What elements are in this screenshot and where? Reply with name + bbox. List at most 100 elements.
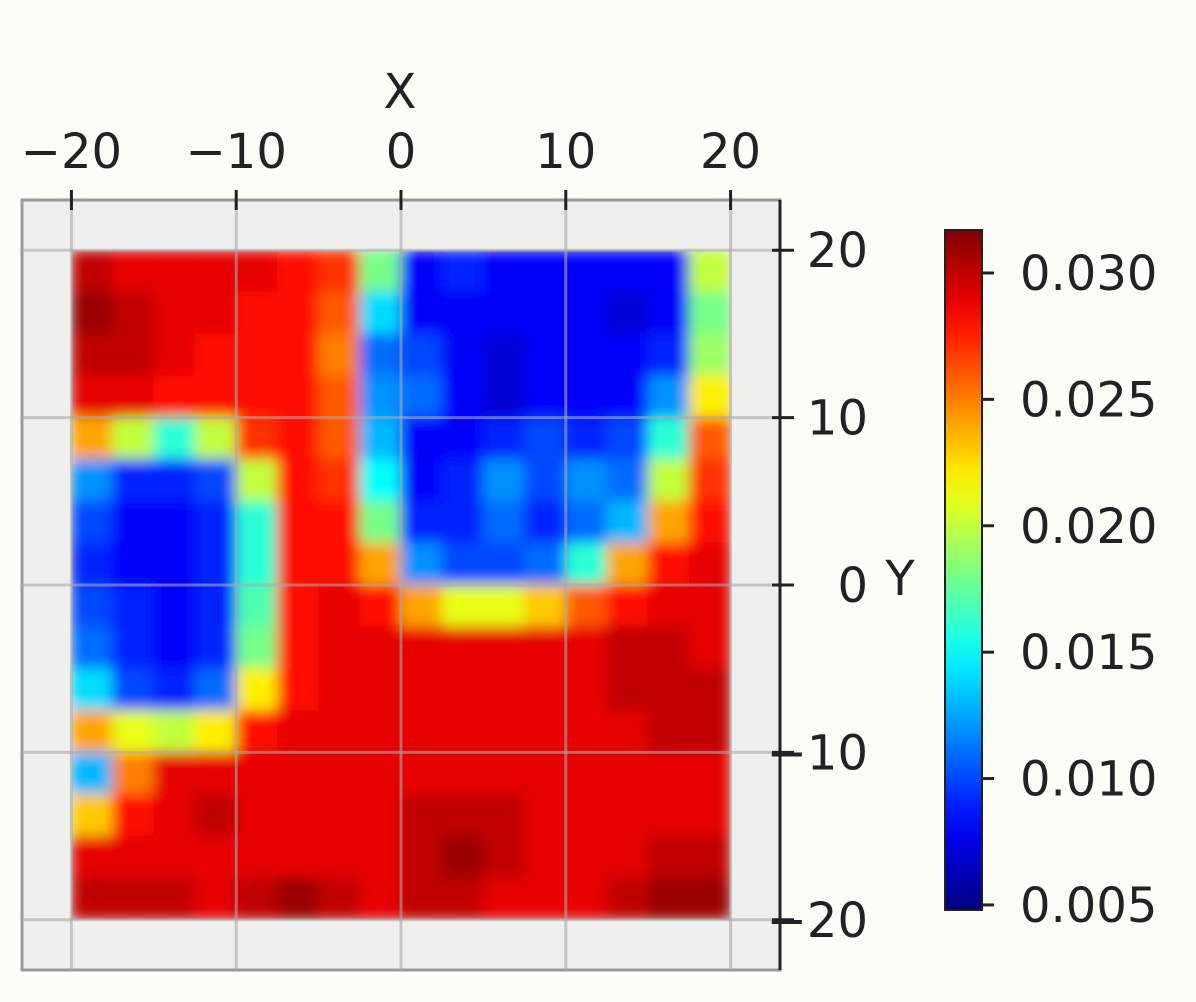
heat-cell — [688, 250, 731, 293]
heat-cell — [318, 835, 361, 879]
heat-cell — [235, 835, 278, 879]
heat-cell — [647, 333, 690, 377]
heat-cell — [153, 291, 196, 335]
heat-cell — [400, 500, 443, 544]
heatmap — [71, 250, 731, 920]
heat-cell — [565, 375, 608, 419]
x-tick-label: 0 — [386, 124, 417, 180]
colorbar: 0.005 0.010 0.015 0.020 0.025 0.030 — [944, 229, 1157, 934]
heat-cell — [647, 668, 690, 712]
heat-cell — [441, 710, 484, 753]
heat-cell — [606, 542, 649, 586]
heat-cell — [606, 291, 649, 335]
heat-cell — [606, 333, 649, 377]
heat-cell — [112, 417, 155, 460]
heat-cell — [276, 626, 320, 670]
heat-cell — [565, 835, 608, 879]
heat-cell — [647, 877, 690, 920]
heat-cell — [688, 333, 731, 377]
heat-cell — [606, 417, 649, 460]
x-tick-label: −20 — [21, 124, 122, 180]
heat-cell — [606, 250, 649, 293]
heat-cell — [112, 500, 155, 544]
heat-cell — [688, 291, 731, 335]
heat-cell — [688, 710, 731, 753]
heat-cell — [153, 458, 196, 502]
colorbar-tick-label: 0.020 — [1020, 499, 1157, 555]
heat-cell — [276, 291, 320, 335]
heat-cell — [112, 626, 155, 670]
heat-cell — [71, 291, 114, 335]
heat-cell — [400, 751, 443, 795]
heat-cell — [153, 626, 196, 670]
heat-cell — [524, 417, 567, 460]
heat-cell — [112, 877, 155, 920]
heat-cell — [400, 291, 443, 335]
heat-cell — [359, 751, 402, 795]
heat-cell — [482, 668, 526, 712]
heat-cell — [524, 668, 567, 712]
heat-cell — [112, 458, 155, 502]
heat-cell — [647, 250, 690, 293]
heat-cell — [647, 500, 690, 544]
heat-cell — [359, 668, 402, 712]
heat-cell — [482, 250, 526, 293]
heat-cell — [606, 751, 649, 795]
y-axis-label: Y — [884, 551, 915, 607]
heat-cell — [359, 835, 402, 879]
heat-cell — [647, 626, 690, 670]
heat-cell — [318, 250, 361, 293]
heat-cell — [112, 751, 155, 795]
heat-cell — [688, 458, 731, 502]
heat-cell — [153, 500, 196, 544]
heat-cell — [235, 417, 278, 460]
heat-cell — [318, 710, 361, 753]
heat-cell — [482, 877, 526, 920]
heat-cell — [482, 710, 526, 753]
heat-cell — [400, 877, 443, 920]
heat-cell — [441, 500, 484, 544]
heat-cell — [318, 333, 361, 377]
heat-cell — [441, 458, 484, 502]
heat-cell — [688, 584, 731, 628]
heat-cell — [565, 751, 608, 795]
heat-cell — [235, 375, 278, 419]
heat-cell — [276, 375, 320, 419]
heat-cell — [565, 291, 608, 335]
heat-cell — [400, 250, 443, 293]
heat-cell — [565, 500, 608, 544]
heat-cell — [441, 584, 484, 628]
heat-cell — [318, 500, 361, 544]
heat-cell — [565, 458, 608, 502]
heat-cell — [482, 333, 526, 377]
heat-cell — [194, 333, 237, 377]
heat-cell — [359, 626, 402, 670]
heat-cell — [606, 458, 649, 502]
heat-cell — [112, 835, 155, 879]
heat-cell — [359, 584, 402, 628]
heat-cell — [153, 542, 196, 586]
heat-cell — [565, 793, 608, 837]
heat-cell — [153, 333, 196, 377]
heat-cell — [606, 584, 649, 628]
heat-cell — [153, 375, 196, 419]
heat-cell — [194, 751, 237, 795]
heat-cell — [276, 710, 320, 753]
heat-cell — [688, 835, 731, 879]
heat-cell — [153, 584, 196, 628]
colorbar-tick-label: 0.005 — [1020, 878, 1157, 934]
heat-cell — [194, 458, 237, 502]
heat-cell — [276, 668, 320, 712]
heat-cell — [482, 542, 526, 586]
heat-cell — [359, 375, 402, 419]
heat-cell — [524, 710, 567, 753]
heat-cell — [153, 877, 196, 920]
heat-cell — [71, 375, 114, 419]
heat-cell — [194, 877, 237, 920]
heat-cell — [194, 626, 237, 670]
heat-cell — [565, 710, 608, 753]
heat-cell — [112, 333, 155, 377]
heat-cell — [482, 793, 526, 837]
heat-cell — [71, 500, 114, 544]
y-tick-label: 20 — [807, 223, 868, 279]
